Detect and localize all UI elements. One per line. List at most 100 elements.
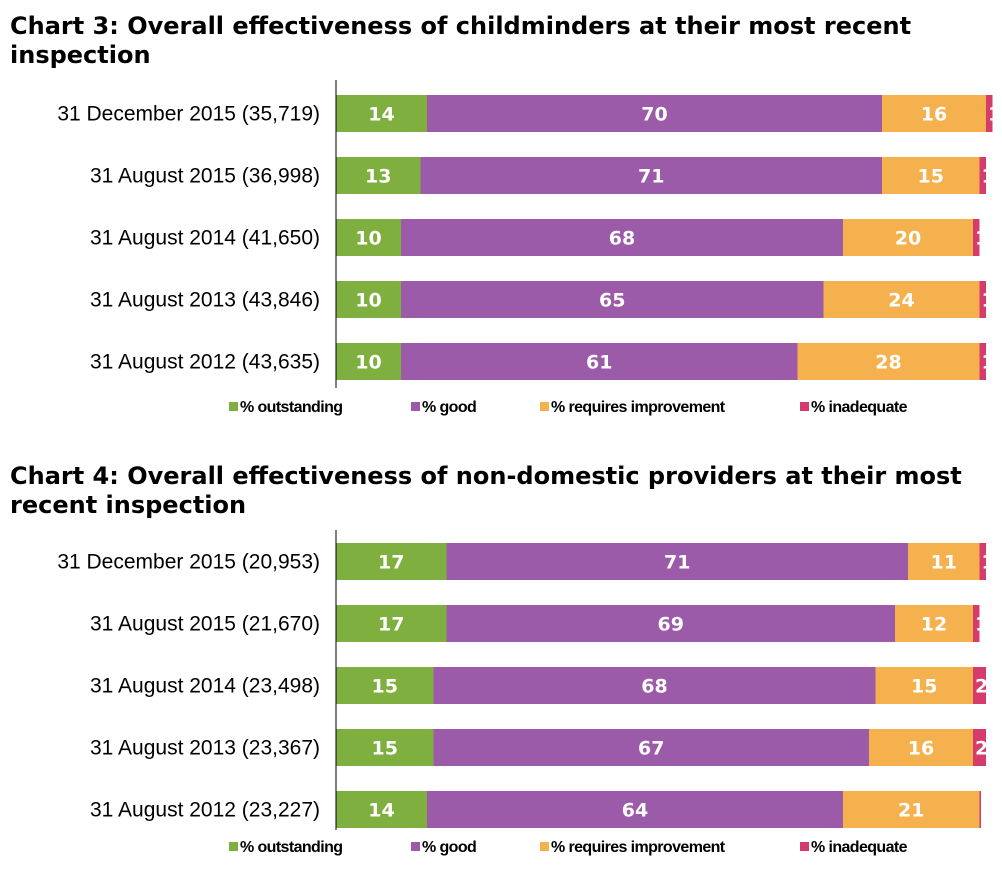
chart-3-category-label: 31 August 2014 (41,650) xyxy=(90,227,320,250)
chart-3-row-5: 31 August 2012 (43,635) 10 61 28 1 xyxy=(90,343,995,380)
chart-4-bar-requires-improvement xyxy=(875,667,973,704)
chart-3-bar-value-label: 1 xyxy=(975,228,988,250)
chart-4-bar-value-label: 17 xyxy=(378,552,404,574)
chart-4-legend-swatch-inadequate xyxy=(800,842,809,851)
chart-3-bar-requires-improvement xyxy=(882,157,980,194)
chart-4-bar-good xyxy=(433,729,869,766)
chart-3-row-2: 31 August 2015 (36,998) 13 71 15 1 xyxy=(90,157,995,194)
chart-4-bar-value-label: 0 xyxy=(982,800,995,822)
chart-3-row-1: 31 December 2015 (35,719) 14 70 16 1 xyxy=(57,95,1001,132)
chart-4-bar-value-label: 2 xyxy=(975,738,988,760)
chart-3-category-label: 31 August 2013 (43,846) xyxy=(90,289,320,312)
chart-3-bar-value-label: 71 xyxy=(638,166,664,188)
chart-3-category-label: 31 August 2012 (43,635) xyxy=(90,351,320,374)
chart-4-legend-label: % inadequate xyxy=(811,839,908,856)
chart-3-bar-inadequate xyxy=(979,281,986,318)
chart-3-bar-inadequate xyxy=(979,343,986,380)
chart-3-bar-value-label: 14 xyxy=(368,104,394,126)
chart-3-bar-value-label: 70 xyxy=(641,104,667,126)
chart-4-bar-inadequate xyxy=(979,791,981,828)
chart-4-bar-value-label: 15 xyxy=(911,676,937,698)
chart-3-bar-good xyxy=(401,219,843,256)
chart-4-bar-good xyxy=(446,605,895,642)
chart-4-bar-value-label: 15 xyxy=(372,738,398,760)
chart-4-bar-value-label: 17 xyxy=(378,614,404,636)
chart-4-bar-requires-improvement xyxy=(895,605,973,642)
chart-3-bar-requires-improvement xyxy=(823,281,980,318)
chart-4-bar-good xyxy=(446,543,908,580)
chart-3-bar-good xyxy=(401,281,824,318)
chart-3-bar-inadequate xyxy=(986,95,993,132)
chart-3: 31 December 2015 (35,719) 14 70 16 131 Augus… xyxy=(57,80,1001,416)
chart-3-bar-requires-improvement xyxy=(843,219,973,256)
chart-4-bar-value-label: 14 xyxy=(368,800,394,822)
chart-3-bar-value-label: 1 xyxy=(982,166,995,188)
chart-3-bar-value-label: 15 xyxy=(918,166,944,188)
chart-4-bar-value-label: 21 xyxy=(898,800,924,822)
chart-4-bar-value-label: 64 xyxy=(622,800,648,822)
chart-3-bar-value-label: 10 xyxy=(355,228,381,250)
chart-3-bar-value-label: 61 xyxy=(586,352,612,374)
chart-4-bar-requires-improvement xyxy=(843,791,980,828)
chart-3-bar-value-label: 13 xyxy=(365,166,391,188)
chart-3-bar-good xyxy=(401,343,798,380)
chart-4-bar-value-label: 11 xyxy=(931,552,957,574)
chart-4-legend-swatch-requires-improvement xyxy=(540,842,549,851)
chart-3-row-4: 31 August 2013 (43,846) 10 65 24 1 xyxy=(90,281,995,318)
chart-4-bar-value-label: 15 xyxy=(372,676,398,698)
chart-3-legend-swatch-good xyxy=(411,402,420,411)
chart-4-legend-label: % outstanding xyxy=(240,839,342,856)
chart-4-bar-outstanding xyxy=(336,729,434,766)
chart-3-bar-value-label: 65 xyxy=(599,290,625,312)
chart-3-bar-outstanding xyxy=(336,281,401,318)
chart-4-legend-label: % good xyxy=(422,839,476,856)
chart-4-category-label: 31 August 2014 (23,498) xyxy=(90,675,320,698)
chart-4-row-1: 31 December 2015 (20,953) 17 71 11 1 xyxy=(57,543,995,580)
chart-4-bar-inadequate xyxy=(973,729,986,766)
chart-3-bar-inadequate xyxy=(973,219,980,256)
chart-4-bar-inadequate xyxy=(979,543,986,580)
chart-4-row-2: 31 August 2015 (21,670) 17 69 12 1 xyxy=(90,605,988,642)
chart-3-category-label: 31 December 2015 (35,719) xyxy=(57,103,320,126)
chart-4-row-4: 31 August 2013 (23,367) 15 67 16 2 xyxy=(90,729,988,766)
chart-3-bar-value-label: 28 xyxy=(875,352,901,374)
chart-4-bar-value-label: 2 xyxy=(975,676,988,698)
chart-4-category-label: 31 December 2015 (20,953) xyxy=(57,551,320,574)
chart-4-bar-inadequate xyxy=(973,605,980,642)
chart-3-legend-label: % outstanding xyxy=(240,399,342,416)
chart-3-title: Chart 3: Overall effectiveness of childm… xyxy=(10,12,912,69)
chart-3-legend-label: % inadequate xyxy=(811,399,908,416)
chart-4-bar-value-label: 1 xyxy=(975,614,988,636)
chart-3-bar-value-label: 24 xyxy=(888,290,914,312)
chart-4-legend: % outstanding % good % requires improvemen… xyxy=(229,839,908,856)
chart-3-bar-good xyxy=(420,157,882,194)
chart-3-bar-value-label: 1 xyxy=(982,290,995,312)
chart-4-bar-outstanding xyxy=(336,791,427,828)
chart-4-bar-good xyxy=(427,791,843,828)
chart-3-bar-value-label: 68 xyxy=(609,228,635,250)
chart-3-category-label: 31 August 2015 (36,998) xyxy=(90,165,320,188)
chart-4-category-label: 31 August 2013 (23,367) xyxy=(90,737,320,760)
chart-4-bar-value-label: 1 xyxy=(982,552,995,574)
chart-4-bar-requires-improvement xyxy=(908,543,980,580)
chart-4-category-label: 31 August 2015 (21,670) xyxy=(90,613,320,636)
chart-3-legend-label: % good xyxy=(422,399,476,416)
chart-4-bar-value-label: 68 xyxy=(641,676,667,698)
chart-3-bar-value-label: 1 xyxy=(982,352,995,374)
chart-4-legend-label: % requires improvement xyxy=(551,839,726,856)
chart-3-bar-good xyxy=(427,95,882,132)
chart-3-bar-value-label: 10 xyxy=(355,290,381,312)
chart-3-bar-outstanding xyxy=(336,95,427,132)
chart-4-bar-value-label: 16 xyxy=(908,738,934,760)
chart-3-legend-swatch-inadequate xyxy=(800,402,809,411)
chart-3-bar-value-label: 16 xyxy=(921,104,947,126)
chart-3-bar-value-label: 1 xyxy=(988,104,1001,126)
chart-3-bar-outstanding xyxy=(336,219,401,256)
chart-4-bar-value-label: 12 xyxy=(921,614,947,636)
chart-3-bar-outstanding xyxy=(336,157,421,194)
chart-3-bar-requires-improvement xyxy=(882,95,986,132)
chart-4-legend-swatch-outstanding xyxy=(229,842,238,851)
chart-3-bar-inadequate xyxy=(979,157,986,194)
chart-4-row-3: 31 August 2014 (23,498) 15 68 15 2 xyxy=(90,667,988,704)
